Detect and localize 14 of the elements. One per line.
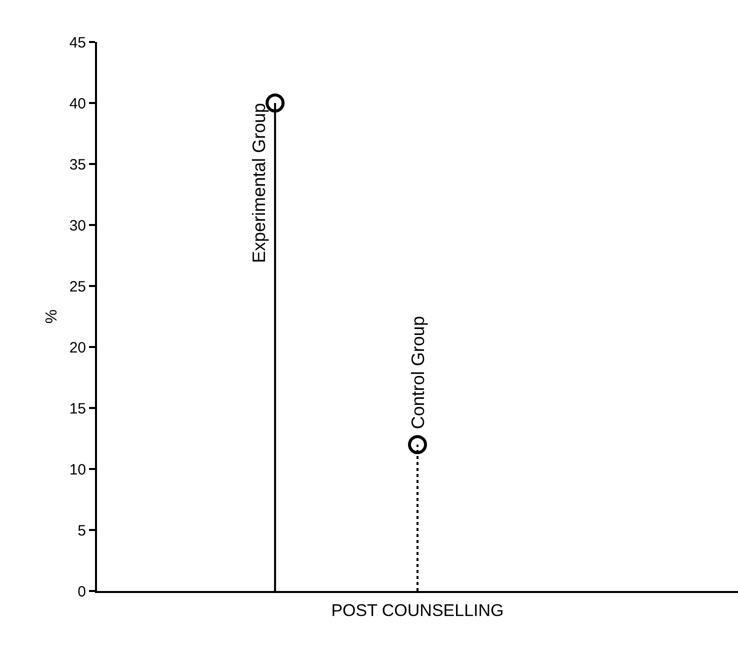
y-tick-label: 20: [69, 339, 86, 356]
y-tick-label: 25: [69, 278, 86, 296]
y-tick-label: 5: [78, 522, 86, 540]
y-tick-label: 30: [69, 217, 86, 234]
x-axis-title: POST COUNSELLING: [331, 600, 504, 620]
text: Experimental Group: [249, 102, 270, 264]
y-tick-label: 10: [69, 461, 86, 478]
y-axis-title: %: [44, 309, 61, 324]
y-tick-label: 15: [69, 400, 86, 418]
y-tick-label: 45: [69, 34, 86, 52]
y-tick-label: 35: [69, 156, 86, 174]
text: Control Group: [408, 316, 428, 430]
y-tick-label: 0: [78, 583, 86, 600]
y-tick-label: 40: [69, 95, 86, 112]
